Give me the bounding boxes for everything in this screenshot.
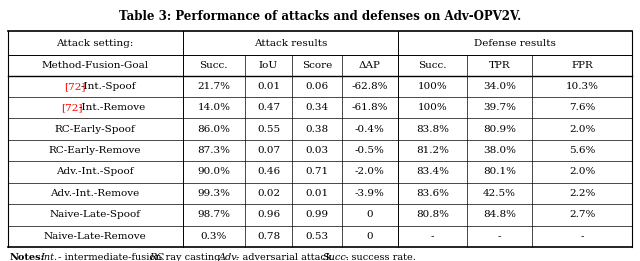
Text: 10.3%: 10.3% bbox=[566, 82, 599, 91]
Text: 0.53: 0.53 bbox=[305, 232, 328, 241]
Text: Succ.: Succ. bbox=[418, 61, 447, 70]
Text: RC: RC bbox=[149, 253, 164, 261]
Text: Naive-Late-Remove: Naive-Late-Remove bbox=[44, 232, 147, 241]
Text: [72]: [72] bbox=[63, 82, 85, 91]
Text: -Int.-Spoof: -Int.-Spoof bbox=[81, 82, 136, 91]
Text: Attack setting:: Attack setting: bbox=[56, 39, 134, 48]
Text: 2.0%: 2.0% bbox=[569, 125, 596, 134]
Text: - adversarial attack.: - adversarial attack. bbox=[234, 253, 339, 261]
Text: RC-Early-Spoof: RC-Early-Spoof bbox=[55, 125, 136, 134]
Text: -0.5%: -0.5% bbox=[355, 146, 385, 155]
Text: 84.8%: 84.8% bbox=[483, 210, 516, 219]
Text: 0.46: 0.46 bbox=[257, 168, 280, 176]
Text: 0.55: 0.55 bbox=[257, 125, 280, 134]
Text: Defense results: Defense results bbox=[474, 39, 556, 48]
Text: 42.5%: 42.5% bbox=[483, 189, 516, 198]
Text: 0.71: 0.71 bbox=[305, 168, 328, 176]
Text: 0: 0 bbox=[367, 232, 373, 241]
Text: 98.7%: 98.7% bbox=[197, 210, 230, 219]
Text: IoU: IoU bbox=[259, 61, 278, 70]
Text: 5.6%: 5.6% bbox=[569, 146, 596, 155]
Text: 90.0%: 90.0% bbox=[197, 168, 230, 176]
Text: 0.3%: 0.3% bbox=[200, 232, 227, 241]
Text: Score: Score bbox=[301, 61, 332, 70]
Text: -61.8%: -61.8% bbox=[352, 103, 388, 112]
Text: [72]: [72] bbox=[61, 103, 83, 112]
Text: -3.9%: -3.9% bbox=[355, 189, 385, 198]
Text: 86.0%: 86.0% bbox=[197, 125, 230, 134]
Text: 0.47: 0.47 bbox=[257, 103, 280, 112]
Text: 0.38: 0.38 bbox=[305, 125, 328, 134]
Text: Adv.-Int.-Remove: Adv.-Int.-Remove bbox=[51, 189, 140, 198]
Text: 21.7%: 21.7% bbox=[197, 82, 230, 91]
Text: 0.03: 0.03 bbox=[305, 146, 328, 155]
Text: -: - bbox=[580, 232, 584, 241]
Text: 80.8%: 80.8% bbox=[416, 210, 449, 219]
Text: 83.6%: 83.6% bbox=[416, 189, 449, 198]
Text: 0.02: 0.02 bbox=[257, 189, 280, 198]
Text: 0.01: 0.01 bbox=[305, 189, 328, 198]
Text: 0: 0 bbox=[367, 210, 373, 219]
Text: -0.4%: -0.4% bbox=[355, 125, 385, 134]
Text: 0.01: 0.01 bbox=[257, 82, 280, 91]
Text: ΔAP: ΔAP bbox=[359, 61, 381, 70]
Text: Succ.: Succ. bbox=[200, 61, 228, 70]
Text: Notes:: Notes: bbox=[10, 253, 45, 261]
Text: 100%: 100% bbox=[417, 82, 447, 91]
Text: 0.96: 0.96 bbox=[257, 210, 280, 219]
Text: 0.34: 0.34 bbox=[305, 103, 328, 112]
Text: 99.3%: 99.3% bbox=[197, 189, 230, 198]
Text: -2.0%: -2.0% bbox=[355, 168, 385, 176]
Text: 83.4%: 83.4% bbox=[416, 168, 449, 176]
Text: 81.2%: 81.2% bbox=[416, 146, 449, 155]
Text: TPR: TPR bbox=[489, 61, 510, 70]
Text: - success rate.: - success rate. bbox=[342, 253, 415, 261]
Text: 100%: 100% bbox=[417, 103, 447, 112]
Text: 2.2%: 2.2% bbox=[569, 189, 596, 198]
Text: Succ.: Succ. bbox=[323, 253, 350, 261]
Text: Attack results: Attack results bbox=[253, 39, 327, 48]
Text: 14.0%: 14.0% bbox=[197, 103, 230, 112]
Text: Adv.-Int.-Spoof: Adv.-Int.-Spoof bbox=[56, 168, 134, 176]
Text: 0.78: 0.78 bbox=[257, 232, 280, 241]
Text: 0.07: 0.07 bbox=[257, 146, 280, 155]
Text: 39.7%: 39.7% bbox=[483, 103, 516, 112]
Text: 80.9%: 80.9% bbox=[483, 125, 516, 134]
Text: Int.: Int. bbox=[40, 253, 58, 261]
Text: -Int.-Remove: -Int.-Remove bbox=[78, 103, 145, 112]
Text: Method-Fusion-Goal: Method-Fusion-Goal bbox=[42, 61, 148, 70]
Text: 34.0%: 34.0% bbox=[483, 82, 516, 91]
Text: - intermediate-fusion.: - intermediate-fusion. bbox=[55, 253, 168, 261]
Text: 87.3%: 87.3% bbox=[197, 146, 230, 155]
Text: 38.0%: 38.0% bbox=[483, 146, 516, 155]
Text: 2.0%: 2.0% bbox=[569, 168, 596, 176]
Text: FPR: FPR bbox=[572, 61, 593, 70]
Text: -62.8%: -62.8% bbox=[352, 82, 388, 91]
Text: Table 3: Performance of attacks and defenses on Adv-OPV2V.: Table 3: Performance of attacks and defe… bbox=[119, 10, 521, 23]
Text: -: - bbox=[431, 232, 434, 241]
Text: RC-Early-Remove: RC-Early-Remove bbox=[49, 146, 141, 155]
Text: 83.8%: 83.8% bbox=[416, 125, 449, 134]
Text: - ray casting.: - ray casting. bbox=[156, 253, 227, 261]
Text: -: - bbox=[498, 232, 501, 241]
Text: 0.06: 0.06 bbox=[305, 82, 328, 91]
Text: Adv.: Adv. bbox=[219, 253, 239, 261]
Text: Naive-Late-Spoof: Naive-Late-Spoof bbox=[50, 210, 141, 219]
Text: 0.99: 0.99 bbox=[305, 210, 328, 219]
Text: 80.1%: 80.1% bbox=[483, 168, 516, 176]
Text: 2.7%: 2.7% bbox=[569, 210, 596, 219]
Text: 7.6%: 7.6% bbox=[569, 103, 596, 112]
